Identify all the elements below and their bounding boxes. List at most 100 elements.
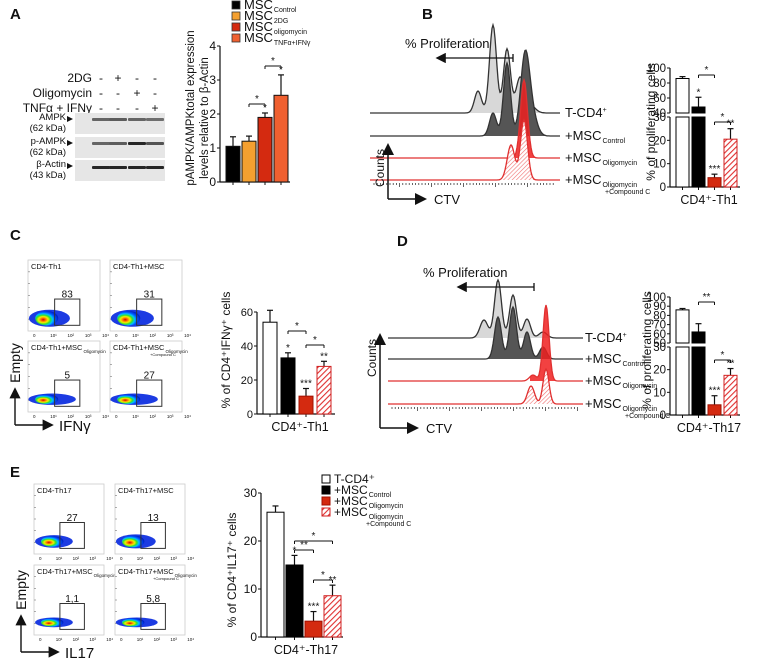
band <box>146 142 164 145</box>
x-axis-label: CTV <box>426 421 452 436</box>
band-size: (62 kDa) <box>30 123 66 134</box>
flow-x-tick-label: 10³ <box>89 556 96 561</box>
flow-plot-title: CD4-Th17+MSC <box>118 486 174 495</box>
condition-sign: - <box>99 86 103 100</box>
flow-x-tick-label: 10⁴ <box>106 637 113 642</box>
y-axis-label-line2: levels relative to β-Actin <box>199 57 211 179</box>
significance-mark: ** <box>727 359 735 370</box>
legend-swatch <box>321 507 331 517</box>
y-tick-label: 10 <box>653 387 666 399</box>
band <box>128 142 146 145</box>
flow-gate-percent: 83 <box>62 290 74 301</box>
y-tick-label: 3 <box>209 73 216 87</box>
y-axis-label: Empty <box>7 343 23 383</box>
x-axis-label: CD4⁺-Th1 <box>680 193 737 207</box>
legend-label: MSC2DG <box>244 8 288 25</box>
flow-x-tick-label: 10¹ <box>56 556 63 561</box>
x-axis-label: IFNγ <box>59 418 91 435</box>
flow-x-tick-label: 10¹ <box>56 637 63 642</box>
flow-x-tick-label: 10⁴ <box>184 333 191 338</box>
y-tick-label: 0 <box>247 409 253 421</box>
flow-plot-subtitle: +Compound C <box>150 352 176 357</box>
band <box>128 166 146 169</box>
condition-sign: - <box>153 71 157 85</box>
bar <box>723 374 738 416</box>
flow-x-tick-label: 10⁴ <box>187 637 194 642</box>
flow-x-tick-label: 10² <box>154 556 161 561</box>
band-arrow-icon <box>67 116 73 122</box>
flow-x-tick-label: 10⁴ <box>102 333 109 338</box>
bar <box>723 138 738 188</box>
flow-density-core <box>117 394 141 405</box>
condition-sign: - <box>135 101 139 115</box>
band <box>146 118 164 121</box>
panel-label-a: A <box>10 6 21 23</box>
flow-gate <box>59 603 85 630</box>
y-tick-label: 100 <box>647 292 666 304</box>
flow-x-tick-label: 10⁴ <box>106 556 113 561</box>
histogram-fill <box>478 307 560 359</box>
y-axis-label: % of CD4⁺IL17⁺ cells <box>225 513 239 628</box>
bar <box>241 140 257 183</box>
histogram-fill <box>470 280 560 338</box>
legend-swatch <box>231 11 241 21</box>
y-tick-label: 40 <box>653 108 666 120</box>
y-tick-label: 80 <box>653 78 666 90</box>
histogram-row-label: +MSCOligomycin <box>585 396 657 413</box>
flow-x-tick-label: 10² <box>68 333 75 338</box>
histogram-row-sublabel: +Compound C <box>605 189 650 196</box>
flow-x-tick-label: 0 <box>115 414 118 419</box>
y-tick-label: 20 <box>653 365 666 377</box>
histogram-row-label: +MSCControl <box>565 128 625 145</box>
bar-lower <box>691 116 706 188</box>
western-blot: 2DG - + - -Oligomycin - - + -TNFα + IFNγ - - - +AMPK… <box>23 71 165 181</box>
condition-sign: - <box>99 71 103 85</box>
bar <box>691 106 706 114</box>
flow-gate-percent: 5,8 <box>146 594 160 605</box>
bar <box>304 620 323 638</box>
significance-mark: * <box>321 570 325 581</box>
legend-swatch <box>231 0 241 10</box>
band-size: (62 kDa) <box>30 147 66 158</box>
flow-plot-title: CD4-Th1+MSCOligomycin <box>31 343 106 354</box>
proliferation-label: % Proliferation <box>423 265 508 280</box>
y-tick-label: 0 <box>660 410 666 422</box>
legend-swatch <box>231 22 241 32</box>
histogram-line <box>370 77 560 159</box>
flow-gate <box>54 298 81 326</box>
flow-x-tick-label: 0 <box>39 556 42 561</box>
significance-mark: *** <box>308 602 320 613</box>
bar <box>225 145 241 183</box>
band-size: (43 kDa) <box>30 170 66 181</box>
bar <box>675 309 690 344</box>
bar <box>257 116 273 183</box>
band <box>109 142 127 145</box>
condition-sign: - <box>116 86 120 100</box>
flow-density-core <box>41 618 64 627</box>
bar <box>285 564 304 638</box>
histogram-line <box>388 367 583 405</box>
flow-x-tick-label: 10³ <box>85 333 92 338</box>
bar <box>323 595 342 638</box>
band <box>92 166 110 169</box>
chart-a: 0 1 2 3 4 * * * * pAMPK/AMPKtotal expression level… <box>185 0 311 189</box>
legend-label: MSCTNFα+IFNγ <box>244 30 311 47</box>
y-tick-label: 60 <box>241 307 253 319</box>
bar <box>316 365 332 415</box>
legend-label: +MSCOligomycin <box>334 505 403 521</box>
legend-swatch <box>321 474 331 484</box>
histogram-row-label: +MSCOligomycin <box>565 172 637 189</box>
y-axis-label: % of proliferating cells <box>644 63 658 180</box>
flow-x-tick-label: 10¹ <box>132 414 139 419</box>
y-tick-label: 70 <box>653 320 666 332</box>
histogram-row-label: T-CD4+ <box>565 105 607 120</box>
significance-mark: * <box>705 65 709 76</box>
y-tick-label: 0 <box>209 175 216 189</box>
band-arrow-icon <box>67 163 73 169</box>
histogram-row-label: +MSCOligomycin <box>585 373 657 390</box>
flow-x-tick-label: 0 <box>120 637 123 642</box>
flow-gate <box>136 298 163 326</box>
x-axis-label: CTV <box>434 192 460 207</box>
band-name: AMPK <box>39 112 67 123</box>
